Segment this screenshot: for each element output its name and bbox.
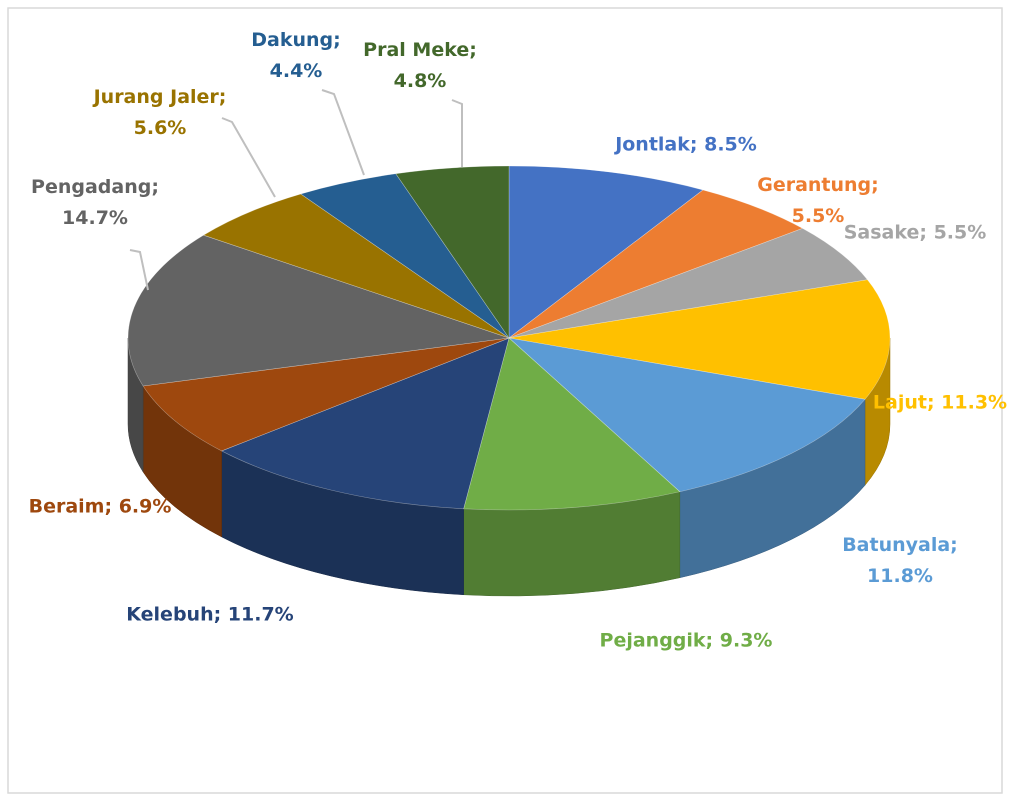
label-line: Gerantung; xyxy=(757,174,879,196)
label-line: 14.7% xyxy=(62,207,128,229)
pie-slice xyxy=(202,193,510,339)
pie-tops xyxy=(127,165,891,511)
data-label: Pengadang; 14.7% xyxy=(31,176,159,229)
label-line: Pral Meke; xyxy=(363,39,477,61)
data-label: Kelebuh; 11.7% xyxy=(126,604,293,626)
data-label: Dakung; 4.4% xyxy=(251,29,340,82)
data-label: Pral Meke; 4.8% xyxy=(363,39,477,92)
data-labels: Jontlak; 8.5%Gerantung; 5.5%Sasake; 5.5% L… xyxy=(29,29,1007,652)
label-line: Dakung; xyxy=(251,29,340,51)
label-line: 4.8% xyxy=(394,70,447,92)
data-label: Pejanggik; 9.3% xyxy=(600,630,773,652)
label-line: Pengadang; xyxy=(31,176,159,198)
pie-slice xyxy=(220,337,510,510)
pie-slice xyxy=(395,165,510,339)
pie-sides xyxy=(127,337,891,597)
label-line: 11.8% xyxy=(867,565,933,587)
pie-slice xyxy=(300,173,510,339)
label-line: Jurang Jaler; xyxy=(92,86,227,108)
leader-line xyxy=(129,249,149,291)
pie-slice xyxy=(508,279,891,400)
leader-line xyxy=(321,89,365,176)
data-label: Jontlak; 8.5% xyxy=(613,134,757,156)
data-label: Jurang Jaler; 5.6% xyxy=(92,86,227,139)
pie-slice xyxy=(508,337,866,493)
data-label: Batunyala; 11.8% xyxy=(842,534,958,587)
data-label: Sasake; 5.5% xyxy=(844,222,987,244)
pie-slice xyxy=(508,189,804,339)
leader-line xyxy=(451,99,463,167)
pie-slice xyxy=(508,165,704,339)
pie-slice xyxy=(127,234,510,387)
pie-slice xyxy=(508,228,869,339)
pie-slice xyxy=(142,337,510,452)
label-line: Batunyala; xyxy=(842,534,958,556)
leader-line xyxy=(221,117,276,198)
data-label: Beraim; 6.9% xyxy=(29,496,172,518)
label-line: 4.4% xyxy=(270,60,323,82)
pie-slice xyxy=(463,337,681,511)
label-line: 5.6% xyxy=(134,117,187,139)
data-label: Lajut; 11.3% xyxy=(873,392,1007,414)
data-label: Gerantung; 5.5% xyxy=(757,174,879,227)
label-line: 5.5% xyxy=(792,205,845,227)
